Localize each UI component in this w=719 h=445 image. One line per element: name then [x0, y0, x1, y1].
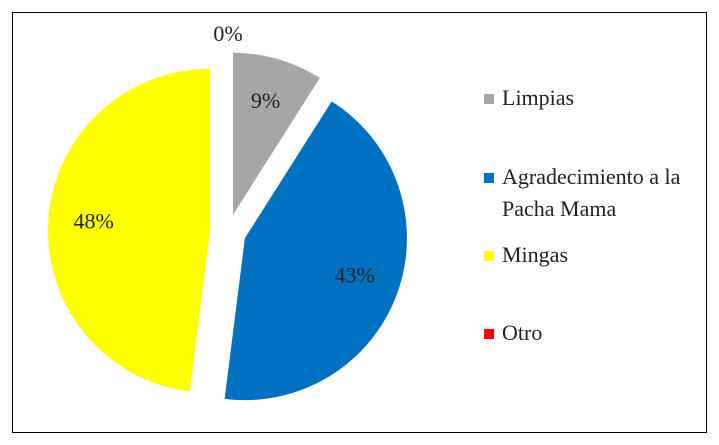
legend-item: Limpias [484, 82, 704, 114]
data-label: 43% [335, 263, 375, 288]
legend-swatch [484, 94, 494, 104]
data-label: 48% [73, 209, 113, 234]
legend-swatch [484, 251, 494, 261]
legend-item: Mingas [484, 239, 704, 271]
legend-item: Agradecimiento a la Pacha Mama [484, 161, 704, 225]
legend-label: Agradecimiento a la Pacha Mama [502, 164, 681, 221]
legend-swatch [484, 329, 494, 339]
legend-swatch [484, 173, 494, 183]
legend-label: Otro [502, 320, 543, 345]
pie-slice [224, 101, 407, 401]
legend-label: Limpias [502, 85, 575, 110]
legend-label: Mingas [502, 242, 568, 267]
data-label: 9% [251, 88, 280, 113]
legend-item: Otro [484, 317, 704, 349]
pie-slice [233, 52, 320, 215]
pie-slice [48, 68, 211, 392]
data-label: 0% [213, 21, 242, 46]
